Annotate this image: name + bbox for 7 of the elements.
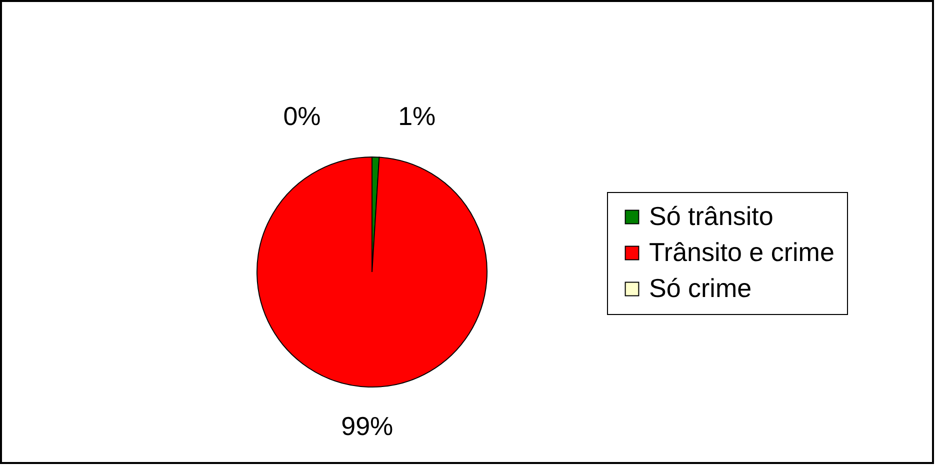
pie-slice — [256, 156, 488, 388]
legend-label: Só crime — [649, 273, 752, 303]
legend-label: Só trânsito — [649, 201, 774, 231]
text: 0% — [283, 101, 321, 131]
legend-label: Trânsito e crime — [649, 237, 834, 267]
data-label: 99% — [341, 410, 394, 441]
data-label: 1% — [398, 101, 436, 132]
